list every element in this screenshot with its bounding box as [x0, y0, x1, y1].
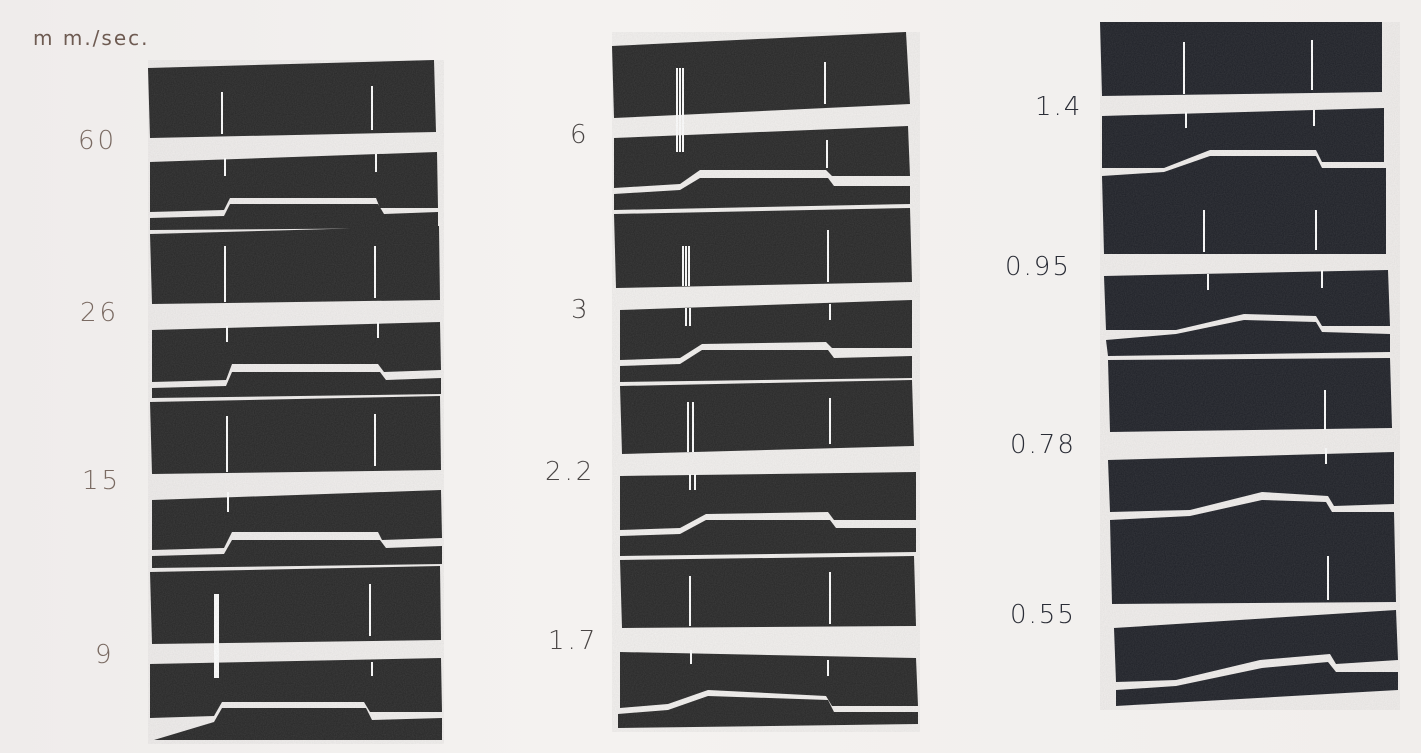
speed-label-0-55: 0.55 — [1010, 600, 1076, 630]
speed-label-9: 9 — [95, 640, 115, 670]
unit-label: m m./sec. — [33, 26, 150, 50]
speed-label-6: 6 — [570, 120, 590, 150]
speed-label-0-95: 0.95 — [1005, 252, 1071, 282]
speed-label-1-7: 1.7 — [548, 626, 599, 656]
speed-label-15: 15 — [82, 466, 122, 496]
speed-label-1-4: 1.4 — [1035, 92, 1083, 122]
speed-label-26: 26 — [80, 298, 120, 328]
speed-label-2-2: 2.2 — [545, 457, 596, 487]
speed-label-0-78: 0.78 — [1010, 430, 1076, 460]
speed-label-3: 3 — [571, 295, 591, 325]
speed-label-60: 60 — [78, 126, 118, 156]
print-grain — [148, 22, 1400, 744]
